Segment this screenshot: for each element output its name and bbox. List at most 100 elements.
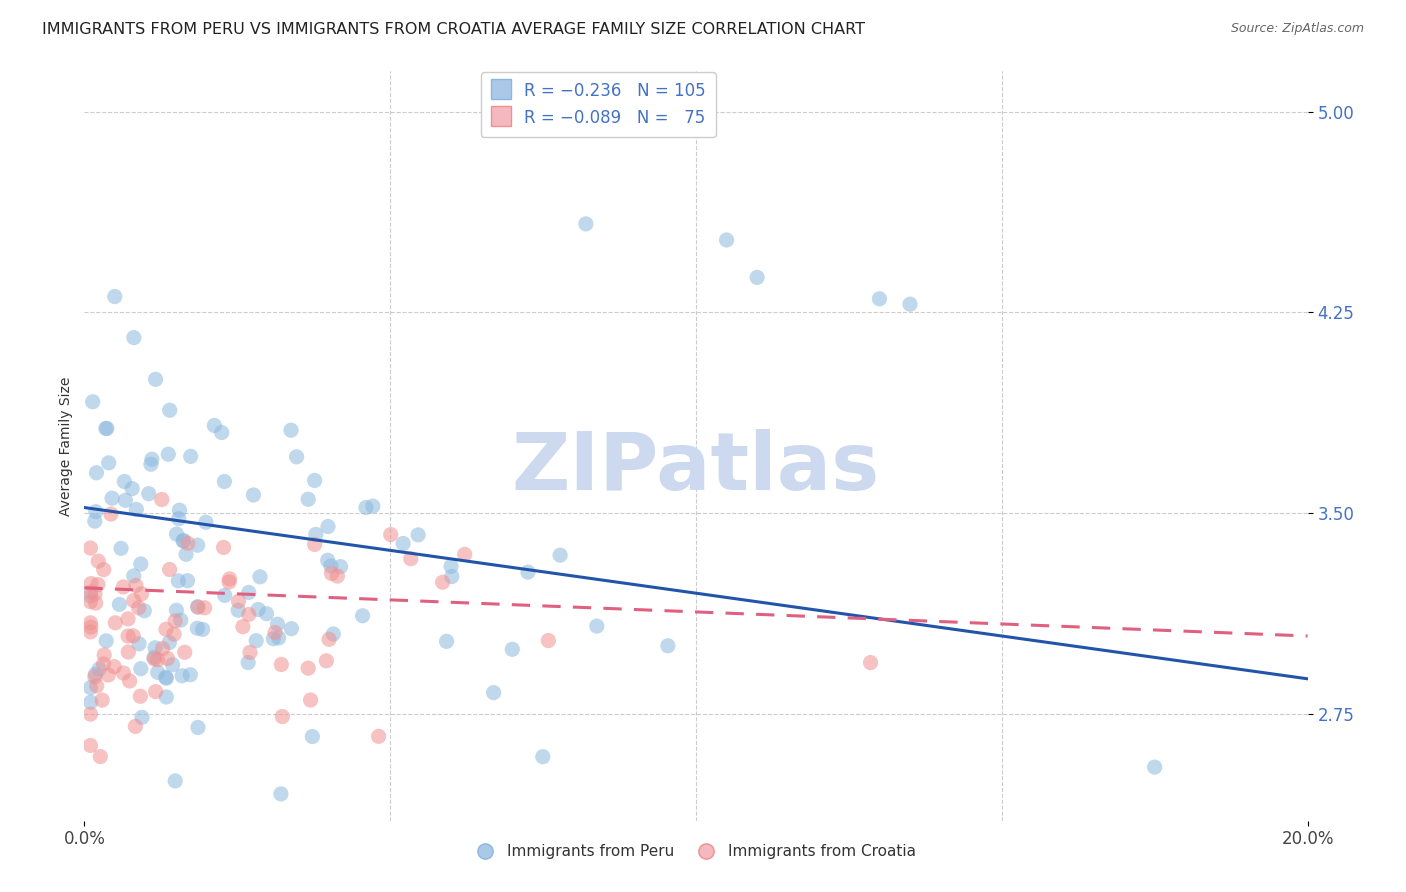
Point <box>716 233 738 247</box>
Point <box>187 538 209 552</box>
Point <box>585 619 607 633</box>
Point <box>174 547 197 561</box>
Point <box>380 527 402 541</box>
Point <box>139 457 162 471</box>
Point <box>180 450 202 464</box>
Point <box>238 585 260 599</box>
Point <box>482 685 505 699</box>
Point <box>104 289 127 303</box>
Point <box>103 659 125 673</box>
Point <box>187 600 209 615</box>
Point <box>326 569 349 583</box>
Text: ZIPatlas: ZIPatlas <box>512 429 880 508</box>
Point <box>79 595 101 609</box>
Point <box>84 596 107 610</box>
Point <box>501 642 523 657</box>
Point <box>138 486 160 500</box>
Point <box>79 681 101 695</box>
Point <box>82 394 104 409</box>
Point <box>93 563 115 577</box>
Point <box>354 500 377 515</box>
Point <box>1143 760 1166 774</box>
Point <box>80 620 103 634</box>
Point <box>266 617 288 632</box>
Point <box>406 528 429 542</box>
Point <box>145 684 167 698</box>
Point <box>141 452 163 467</box>
Point <box>152 641 174 656</box>
Point <box>214 475 236 489</box>
Point <box>315 654 337 668</box>
Point <box>245 633 267 648</box>
Point <box>156 651 179 665</box>
Point <box>91 693 114 707</box>
Point <box>186 599 208 614</box>
Point <box>80 576 103 591</box>
Point <box>117 645 139 659</box>
Point <box>79 624 101 639</box>
Point <box>163 627 186 641</box>
Point <box>122 629 145 643</box>
Point <box>145 372 167 386</box>
Point <box>110 541 132 556</box>
Point <box>128 600 150 615</box>
Point <box>125 502 148 516</box>
Point <box>87 577 110 591</box>
Point <box>242 488 264 502</box>
Point <box>173 645 195 659</box>
Point <box>79 615 101 630</box>
Point <box>301 730 323 744</box>
Point <box>270 657 292 672</box>
Point <box>112 580 135 594</box>
Point <box>79 585 101 599</box>
Point <box>86 466 108 480</box>
Point <box>121 482 143 496</box>
Point <box>869 292 891 306</box>
Point <box>84 667 107 681</box>
Point <box>114 493 136 508</box>
Point <box>236 656 259 670</box>
Point <box>122 331 145 345</box>
Point <box>172 669 194 683</box>
Point <box>112 665 135 680</box>
Point <box>218 572 240 586</box>
Point <box>531 749 554 764</box>
Point <box>118 673 141 688</box>
Point <box>173 533 195 548</box>
Point <box>322 627 344 641</box>
Point <box>108 598 131 612</box>
Point <box>256 607 278 621</box>
Point <box>319 558 342 573</box>
Point <box>228 594 250 608</box>
Point <box>79 707 101 722</box>
Point <box>93 657 115 671</box>
Point <box>131 587 153 601</box>
Point <box>280 423 302 437</box>
Point <box>124 719 146 733</box>
Point <box>84 505 107 519</box>
Point <box>159 562 181 576</box>
Point <box>211 425 233 440</box>
Point <box>299 693 322 707</box>
Point <box>146 665 169 680</box>
Point <box>143 640 166 655</box>
Point <box>318 632 340 647</box>
Point <box>304 537 326 551</box>
Point <box>165 773 187 788</box>
Point <box>122 569 145 583</box>
Point <box>194 516 217 530</box>
Point <box>165 603 187 617</box>
Point <box>166 527 188 541</box>
Point <box>226 603 249 617</box>
Point <box>367 729 389 743</box>
Point <box>125 578 148 592</box>
Point <box>517 565 540 579</box>
Text: Source: ZipAtlas.com: Source: ZipAtlas.com <box>1230 22 1364 36</box>
Point <box>179 667 201 681</box>
Point <box>134 604 156 618</box>
Point <box>80 695 103 709</box>
Point <box>97 668 120 682</box>
Point <box>150 492 173 507</box>
Point <box>191 623 214 637</box>
Point <box>249 570 271 584</box>
